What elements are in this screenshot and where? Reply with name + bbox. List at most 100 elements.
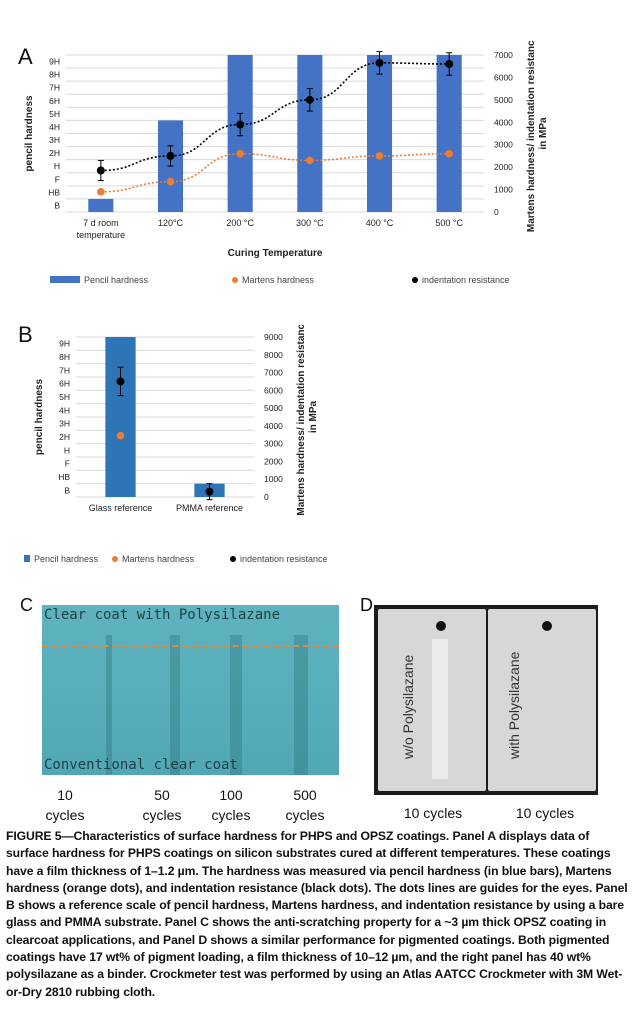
conventional-clear-coat-label: Conventional clear coat [44, 757, 238, 773]
legend-swatch-dot [230, 556, 236, 562]
y2-tick-label: 4000 [264, 421, 283, 431]
indentation-resistance-point [166, 151, 175, 160]
y-tick-label: 8H [59, 352, 70, 362]
y-tick-label: 2H [59, 432, 70, 442]
cycles-10: 10 cycles [45, 787, 85, 823]
y-tick-label: 7H [49, 83, 60, 93]
y2-tick-label: 7000 [494, 50, 513, 60]
x-axis-title: Curing Temperature [228, 248, 323, 259]
clear-coat-polysilazane-label: Clear coat with Polysilazane [44, 607, 281, 623]
indentation-resistance-point [96, 166, 105, 175]
panel-b-letter: B [18, 322, 33, 347]
panel-with-polysilazane: with Polysilazane [488, 609, 596, 791]
y2-tick-label: 1000 [264, 474, 283, 484]
legend-swatch-bar [50, 276, 80, 283]
y-tick-label: B [54, 200, 60, 210]
pencil-hardness-bar [88, 198, 114, 212]
legend-label: Martens hardness [122, 554, 195, 564]
panel-a-letter: A [18, 44, 33, 69]
y2-tick-label: 4000 [494, 117, 513, 127]
panel-c-letter: C [20, 595, 33, 615]
y-tick-label: 3H [59, 419, 70, 429]
x-tick-label: 300 °C [296, 218, 324, 228]
legend-label: Pencil hardness [84, 275, 149, 285]
y-tick-label: H [54, 161, 60, 171]
pencil-hardness-bar [366, 55, 393, 212]
legend-label: Pencil hardness [34, 554, 99, 564]
y2-tick-label: 0 [264, 492, 269, 502]
legend-label: indentation resistance [240, 554, 328, 564]
y2-axis-title: Martens hardness/ indentation resistance… [526, 40, 549, 232]
y-axis-title: pencil hardness [24, 95, 35, 172]
martens-hardness-point [236, 149, 244, 158]
left-panel-cycles: 10 cycles [403, 805, 463, 821]
martens-hardness-point [375, 152, 384, 160]
y2-tick-label: 2000 [264, 456, 283, 466]
y2-tick-label: 7000 [264, 368, 283, 378]
legend-label: indentation resistance [422, 275, 510, 285]
y2-axis-title: Martens hardness/ indentation resistance… [296, 325, 319, 516]
x-tick-label: 500 °C [435, 218, 463, 228]
y2-tick-label: 5000 [264, 403, 283, 413]
chart-b: B HB FH 2H 3H 4H 5H 6H 7H 8H 9H 0 1000 2000 3000 4000 50… [24, 325, 328, 564]
y-tick-label: 6H [49, 96, 60, 106]
y-tick-label: HB [58, 472, 70, 482]
legend-swatch-dot [232, 277, 238, 283]
y-tick-label: F [65, 459, 70, 469]
scratch-mark [432, 639, 448, 779]
y2-tick-label: 6000 [264, 385, 283, 395]
cycles-100: 100 cycles [211, 787, 251, 823]
martens-trendline [100, 152, 450, 193]
legend-label: Martens hardness [242, 275, 315, 285]
y2-tick-label: 8000 [264, 350, 283, 360]
pencil-hardness-bar [436, 55, 462, 212]
figure-caption: FIGURE 5—Characteristics of surface hard… [6, 829, 628, 999]
y2-tick-label: 1000 [494, 185, 513, 195]
y-tick-label: 7H [59, 365, 70, 375]
legend-swatch-dot [112, 556, 118, 562]
without-polysilazane-label: w/o Polysilazane [400, 654, 416, 759]
with-polysilazane-label: with Polysilazane [506, 651, 522, 759]
y-tick-label: 9H [49, 57, 60, 67]
indentation-resistance-point [205, 487, 214, 496]
martens-hardness-point [116, 431, 125, 440]
martens-hardness-point [445, 149, 453, 158]
x-tick-label: 200 °C [226, 218, 254, 228]
hole-icon [436, 621, 446, 631]
y-tick-label: 4H [49, 122, 60, 132]
martens-hardness-point [97, 188, 105, 196]
y-tick-label: 5H [49, 109, 60, 119]
dashed-boundary [42, 645, 339, 647]
y-tick-label: 3H [49, 135, 60, 145]
hole-icon [542, 621, 552, 631]
legend-swatch-bar [24, 555, 30, 562]
photo-clear-coat: Clear coat with Polysilazane Conventiona… [42, 605, 339, 775]
chart-a: B HB FH 2H 3H 4H 5H 6H 7H 8H 9H 0 1000 2000 3000 4000 50… [24, 40, 549, 285]
y-tick-label: HB [48, 187, 60, 197]
indentation-resistance-point [375, 58, 384, 67]
y-axis-title: pencil hardness [34, 378, 45, 455]
indentation-resistance-point [445, 59, 454, 68]
panel-without-polysilazane: w/o Polysilazane [378, 609, 486, 791]
x-tick-label: 400 °C [366, 218, 394, 228]
photo-pigmented-panels: w/o Polysilazane with Polysilazane [374, 605, 598, 795]
martens-hardness-point [166, 177, 175, 186]
y2-tick-label: 9000 [264, 332, 283, 342]
y-tick-label: F [55, 174, 60, 184]
x-tick-label: temperature [77, 230, 126, 240]
x-tick-label: 7 d room [83, 218, 119, 228]
x-tick-label: PMMA reference [176, 503, 243, 513]
y2-tick-label: 3000 [264, 439, 283, 449]
martens-hardness-point [306, 156, 314, 165]
y-tick-label: 2H [49, 148, 60, 158]
right-panel-cycles: 10 cycles [515, 805, 575, 821]
y-tick-label: 9H [59, 339, 70, 349]
y2-tick-label: 0 [494, 207, 499, 217]
y-tick-label: B [64, 485, 70, 495]
indentation-resistance-point [116, 377, 125, 386]
y-tick-label: 4H [59, 405, 70, 415]
indentation-resistance-point [236, 120, 245, 129]
indentation-resistance-point [305, 95, 314, 104]
indentation-trendline [100, 62, 450, 172]
cycles-500: 500 cycles [285, 787, 325, 823]
